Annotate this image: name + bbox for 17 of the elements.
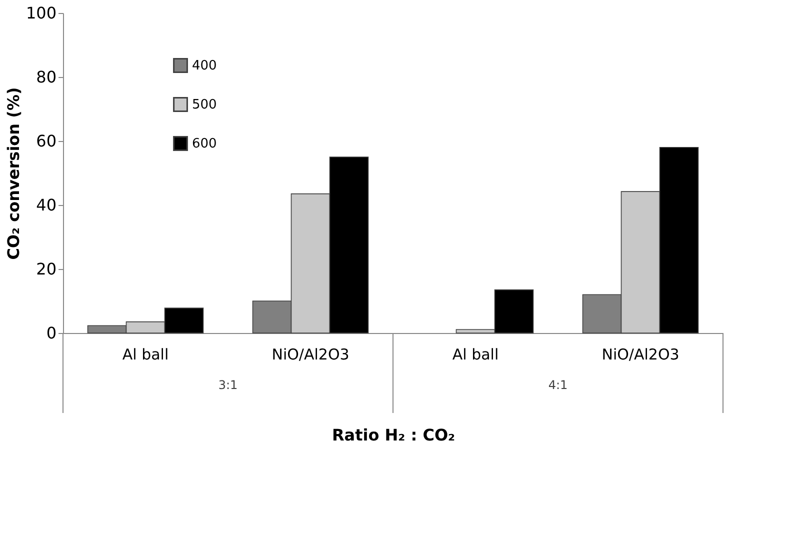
y-tick-label: 60 <box>36 132 56 150</box>
y-axis-title: CO₂ conversion (%) <box>4 87 23 260</box>
x-tick-label: NiO/Al2O3 <box>602 346 680 364</box>
legend-label: 600 <box>192 136 217 152</box>
x-tick-label: Al ball <box>452 346 499 364</box>
y-tick-label: 20 <box>36 260 56 278</box>
legend-label: 400 <box>192 58 217 74</box>
y-tick-label: 80 <box>36 68 56 86</box>
x-tick-label: NiO/Al2O3 <box>272 346 350 364</box>
text: 3:1 <box>218 378 238 392</box>
text: 4:1 <box>548 378 568 392</box>
y-tick-label: 100 <box>26 4 56 22</box>
legend-label: 500 <box>192 98 217 112</box>
x-tick-label: Al ball <box>122 346 169 364</box>
y-tick-label: 40 <box>36 196 56 214</box>
x-axis-title: Ratio H₂ : CO₂ <box>332 426 456 444</box>
y-tick-label: 0 <box>46 324 56 342</box>
